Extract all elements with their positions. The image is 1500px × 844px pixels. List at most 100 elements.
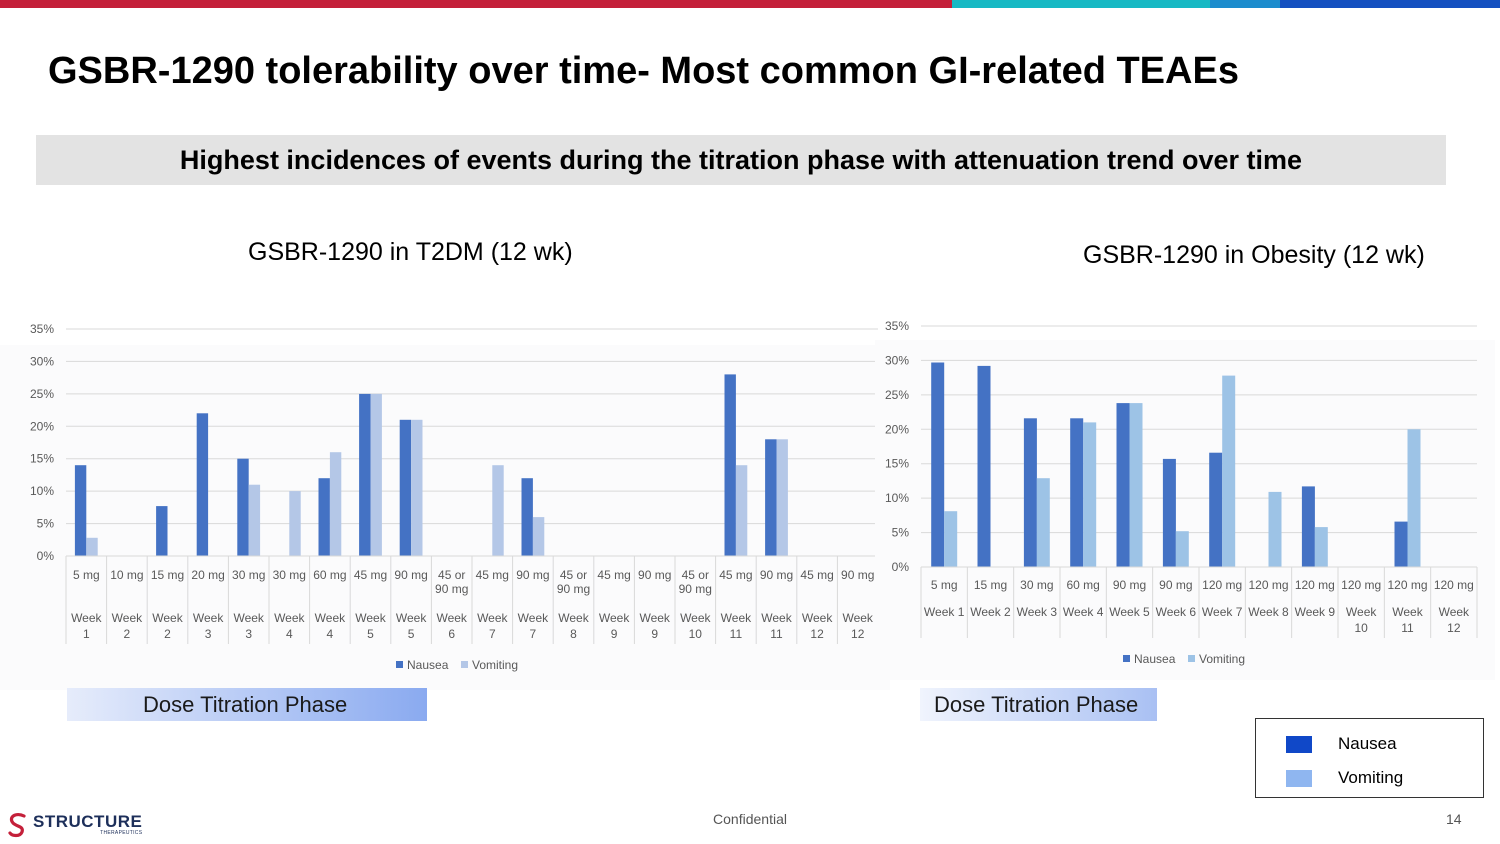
y-tick-label: 35% — [30, 322, 54, 336]
week-label: Week — [152, 611, 183, 625]
week-label: 8 — [570, 627, 577, 641]
dose-label: 30 mg — [273, 568, 306, 582]
y-tick-label: 30% — [885, 353, 909, 367]
dose-label: 90 mg — [841, 568, 874, 582]
y-tick-label: 25% — [30, 387, 54, 401]
legend-label-nausea: Nausea — [1338, 734, 1397, 753]
bar-nausea — [1162, 458, 1176, 567]
bar-vomiting — [1268, 491, 1282, 567]
bar-nausea — [156, 506, 168, 556]
week-label: Week 1 — [924, 605, 965, 619]
week-label: Week — [436, 611, 467, 625]
week-label: 2 — [164, 627, 171, 641]
y-tick-label: 10% — [30, 484, 54, 498]
week-label: 11 — [770, 627, 783, 641]
week-label: 5 — [408, 627, 415, 641]
week-label: Week — [680, 611, 711, 625]
dose-label: 90 mg — [516, 568, 549, 582]
logo-subtext: THERAPEUTICS — [100, 830, 143, 836]
dose-label: 5 mg — [931, 578, 958, 592]
dose-label: 90 mg — [557, 582, 590, 596]
legend-swatch-vomiting — [1188, 655, 1195, 662]
bar-nausea — [765, 439, 777, 556]
dose-titration-phase-right: Dose Titration Phase — [920, 688, 1157, 721]
top-accent-bar — [0, 0, 1500, 8]
y-tick-label: 5% — [37, 517, 55, 531]
bar-nausea — [1023, 418, 1037, 567]
legend-label-vomiting: Vomiting — [1338, 768, 1404, 787]
y-tick-label: 15% — [30, 452, 54, 466]
bar-nausea — [74, 465, 87, 556]
week-label: Week — [599, 611, 630, 625]
week-label: Week — [639, 611, 670, 625]
bar-nausea — [196, 413, 209, 556]
week-label: Week — [193, 611, 224, 625]
dose-label: 45 mg — [354, 568, 387, 582]
bar-nausea — [1070, 418, 1084, 567]
week-label: 6 — [448, 627, 455, 641]
y-tick-label: 5% — [892, 526, 910, 540]
week-label: Week 6 — [1156, 605, 1197, 619]
y-tick-label: 10% — [885, 491, 909, 505]
bar-vomiting — [1175, 531, 1189, 567]
week-label: Week — [842, 611, 873, 625]
week-label: Week 4 — [1063, 605, 1104, 619]
dose-label: 30 mg — [1020, 578, 1053, 592]
dose-label: 30 mg — [232, 568, 265, 582]
bar-vomiting — [329, 452, 342, 556]
week-label: 4 — [327, 627, 334, 641]
week-label: Week — [233, 611, 264, 625]
bar-vomiting — [411, 419, 423, 556]
week-label: Week 9 — [1295, 605, 1336, 619]
t2dm-bar-chart: 0% 5% 10% 15% 20% 25% 30% 35% 5 mg Week 1 10 mg Week… — [0, 322, 890, 690]
bar-vomiting — [532, 517, 545, 556]
bar-vomiting — [776, 439, 788, 556]
legend-swatch-vomiting — [1286, 769, 1312, 787]
bar-nausea — [237, 458, 249, 556]
dose-label: 120 mg — [1295, 578, 1335, 592]
bar-nausea — [521, 478, 533, 556]
week-label: 4 — [286, 627, 293, 641]
week-label: Week — [721, 611, 752, 625]
legend-item-vomiting: Vomiting — [1286, 768, 1403, 788]
y-tick-label: 0% — [37, 549, 55, 563]
week-label: 10 — [1354, 621, 1368, 635]
chart-title-t2dm: GSBR-1290 in T2DM (12 wk) — [248, 238, 573, 266]
bar-nausea — [1116, 403, 1130, 567]
chart-title-obesity: GSBR-1290 in Obesity (12 wk) — [1083, 241, 1425, 269]
top-bar-red-segment — [0, 0, 952, 8]
week-label: Week — [315, 611, 346, 625]
dose-label: 120 mg — [1248, 578, 1288, 592]
phase-label-left: Dose Titration Phase — [143, 691, 348, 717]
dose-label: 90 mg — [394, 568, 427, 582]
bar-nausea — [977, 365, 991, 567]
week-label: 3 — [245, 627, 252, 641]
bar-vomiting — [86, 537, 98, 556]
week-label: Week — [802, 611, 833, 625]
week-label: 2 — [124, 627, 131, 641]
bar-nausea — [1301, 486, 1315, 567]
bar-vomiting — [735, 465, 748, 556]
confidential-label: Confidential — [713, 811, 787, 827]
top-bar-navy-segment — [1280, 0, 1500, 8]
dose-label: 120 mg — [1202, 578, 1242, 592]
legend-label-nausea: Nausea — [1134, 652, 1176, 666]
legend-item-nausea: Nausea — [1286, 734, 1397, 754]
dose-label: 120 mg — [1434, 578, 1474, 592]
y-tick-label: 20% — [30, 419, 54, 433]
week-label: Week — [761, 611, 792, 625]
dose-label: 45 mg — [800, 568, 833, 582]
bar-nausea — [359, 393, 371, 556]
week-label: Week — [477, 611, 508, 625]
week-label: Week — [1346, 605, 1377, 619]
dose-label: 60 mg — [313, 568, 346, 582]
dose-label: 20 mg — [191, 568, 224, 582]
bar-nausea — [931, 362, 945, 567]
logo-wordmark: STRUCTURE — [33, 812, 143, 831]
week-label: 12 — [851, 627, 865, 641]
page-number: 14 — [1446, 811, 1462, 827]
week-label: Week 8 — [1248, 605, 1289, 619]
week-label: 7 — [530, 627, 537, 641]
dose-label: 45 or — [560, 568, 587, 582]
week-label: 12 — [1447, 621, 1461, 635]
